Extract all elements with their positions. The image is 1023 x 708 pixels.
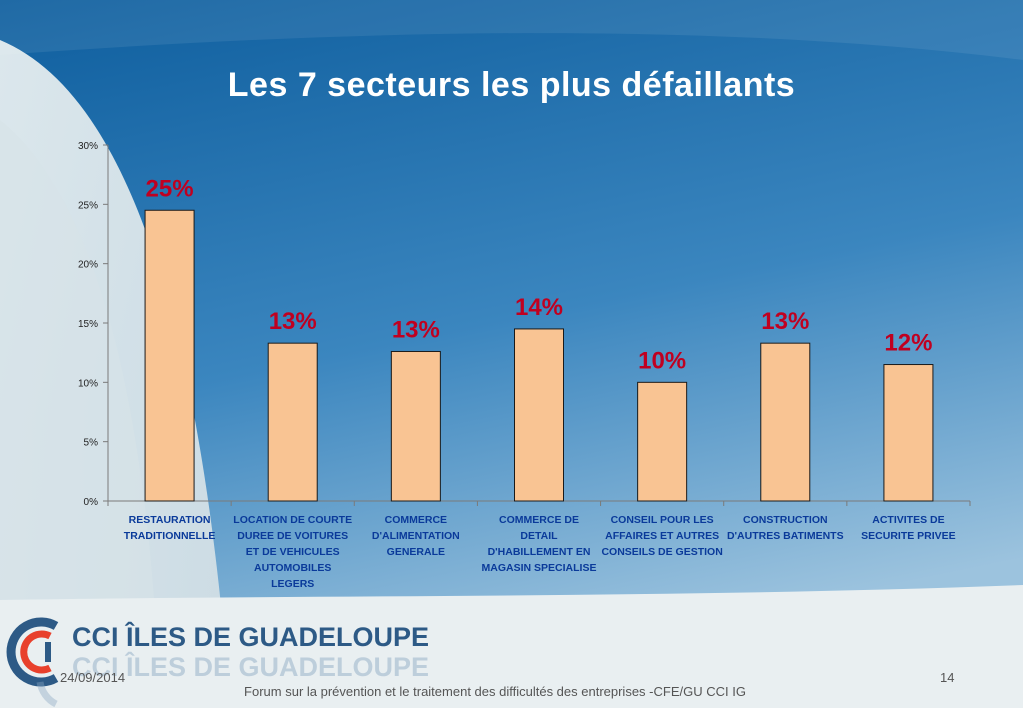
- footer-text: Forum sur la prévention et le traitement…: [244, 684, 746, 699]
- data-label: 10%: [638, 347, 686, 374]
- category-label: ACTIVITES DE SECURITE PRIVEE: [861, 514, 956, 542]
- y-tick-label: 0%: [84, 497, 99, 508]
- footer-date: 24/09/2014: [60, 670, 126, 685]
- y-axis: 0% 5% 10% 15% 20% 25% 30%: [78, 141, 971, 508]
- category-label: CONSTRUCTION D'AUTRES BATIMENTS: [727, 514, 844, 542]
- y-tick-label: 20%: [78, 260, 98, 271]
- logo-text: CCI ÎLES DE GUADELOUPE: [72, 622, 430, 652]
- cci-logo-icon: [6, 617, 59, 708]
- data-label: 13%: [761, 308, 809, 335]
- y-tick-label: 5%: [84, 438, 99, 449]
- logo-text-reflection: CCI ÎLES DE GUADELOUPE: [72, 652, 430, 682]
- data-labels: 25% 13% 13% 14% 10% 13% 12%: [146, 175, 933, 374]
- category-label: COMMERCE D'ALIMENTATION GENERALE: [372, 514, 460, 558]
- y-tick-label: 10%: [78, 378, 98, 389]
- category-label: COMMERCE DE DETAIL D'HABILLEMENT EN MAGASIN…: [482, 514, 597, 574]
- category-label: LOCATION DE COURTE DUREE DE VOITURES ET DE…: [233, 514, 352, 590]
- bar: [883, 364, 934, 502]
- category-label: CONSEIL POUR LES AFFAIRES ET AUTRES CONSEI…: [601, 514, 722, 558]
- data-label: 12%: [884, 330, 932, 357]
- data-label: 13%: [269, 308, 317, 335]
- bar: [514, 328, 564, 502]
- bar: [390, 350, 441, 502]
- bar: [144, 209, 195, 502]
- y-tick-label: 15%: [78, 319, 98, 330]
- data-label: 25%: [146, 175, 194, 202]
- y-tick-label: 30%: [78, 141, 98, 152]
- x-axis-labels: RESTAURATION TRADITIONNELLE LOCATION DE CO…: [124, 514, 956, 590]
- slide-title: Les 7 secteurs les plus défaillants: [227, 66, 796, 104]
- data-label: 14%: [515, 294, 563, 321]
- data-label: 13%: [392, 316, 440, 343]
- bars: [144, 209, 934, 502]
- bar: [267, 342, 318, 502]
- bar: [760, 342, 811, 502]
- y-tick-label: 25%: [78, 200, 98, 211]
- category-label: RESTAURATION TRADITIONNELLE: [124, 514, 216, 542]
- page-number: 14: [940, 670, 955, 685]
- bar: [637, 381, 688, 502]
